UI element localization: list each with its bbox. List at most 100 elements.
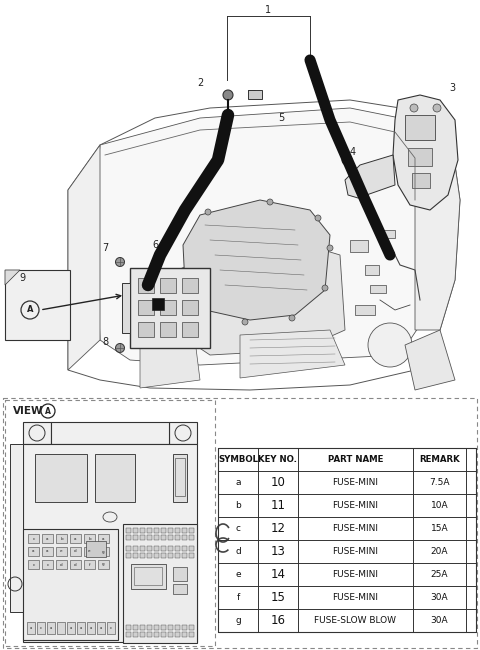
- Bar: [173, 567, 187, 581]
- Bar: [182, 300, 198, 315]
- Text: 8: 8: [102, 337, 108, 347]
- Polygon shape: [415, 148, 460, 330]
- Bar: [370, 285, 386, 293]
- Text: b: b: [60, 536, 63, 541]
- Bar: [77, 622, 85, 634]
- Text: 2: 2: [197, 78, 203, 88]
- Text: b: b: [235, 501, 241, 510]
- Bar: [28, 560, 39, 569]
- Text: d: d: [235, 547, 241, 556]
- Bar: [35, 454, 87, 502]
- Text: FUSE-MINI: FUSE-MINI: [333, 501, 379, 510]
- Text: a: a: [74, 536, 77, 541]
- Circle shape: [433, 104, 441, 112]
- Text: REMARK: REMARK: [419, 455, 460, 464]
- Polygon shape: [405, 330, 455, 390]
- Polygon shape: [68, 145, 100, 370]
- Text: 15: 15: [271, 591, 286, 604]
- Bar: [47, 622, 55, 634]
- Text: a: a: [102, 536, 105, 541]
- Bar: [412, 173, 430, 188]
- Text: g: g: [102, 562, 105, 567]
- Bar: [70, 534, 81, 543]
- Bar: [56, 534, 67, 543]
- Bar: [3, 398, 477, 648]
- Bar: [87, 622, 95, 634]
- Text: PART NAME: PART NAME: [328, 455, 383, 464]
- Bar: [27, 622, 35, 634]
- Text: a: a: [235, 478, 241, 487]
- Text: FUSE-MINI: FUSE-MINI: [333, 570, 379, 579]
- Bar: [84, 547, 95, 556]
- Bar: [160, 300, 176, 315]
- Bar: [70, 560, 81, 569]
- Bar: [37, 622, 45, 634]
- Bar: [140, 553, 145, 558]
- Bar: [182, 553, 187, 558]
- Text: e: e: [235, 570, 241, 579]
- Text: 6: 6: [152, 240, 158, 250]
- Polygon shape: [5, 270, 20, 285]
- Bar: [189, 528, 194, 533]
- Bar: [133, 632, 138, 637]
- Bar: [133, 553, 138, 558]
- Text: A: A: [45, 406, 51, 415]
- Text: b: b: [88, 536, 91, 541]
- Bar: [122, 283, 130, 333]
- Text: c: c: [236, 524, 240, 533]
- Text: A: A: [27, 306, 33, 315]
- Bar: [126, 546, 131, 551]
- Text: a: a: [32, 549, 35, 554]
- Bar: [189, 535, 194, 540]
- Bar: [107, 622, 115, 634]
- Bar: [173, 584, 187, 594]
- Polygon shape: [183, 200, 330, 320]
- Bar: [147, 528, 152, 533]
- Circle shape: [289, 315, 295, 321]
- Text: FUSE-MINI: FUSE-MINI: [333, 524, 379, 533]
- Text: 30A: 30A: [431, 616, 448, 625]
- Text: e: e: [88, 549, 91, 554]
- Bar: [175, 458, 185, 496]
- Bar: [98, 560, 109, 569]
- Circle shape: [205, 209, 211, 215]
- Text: a: a: [100, 626, 102, 630]
- Bar: [154, 528, 159, 533]
- Bar: [95, 454, 135, 502]
- Bar: [84, 534, 95, 543]
- Bar: [189, 546, 194, 551]
- Circle shape: [315, 215, 321, 221]
- Polygon shape: [393, 95, 458, 210]
- Bar: [168, 535, 173, 540]
- Text: a: a: [46, 536, 49, 541]
- Bar: [133, 625, 138, 630]
- Bar: [10, 444, 23, 612]
- Bar: [182, 535, 187, 540]
- Bar: [133, 546, 138, 551]
- Bar: [123, 524, 197, 643]
- Bar: [169, 422, 197, 444]
- Circle shape: [179, 275, 185, 281]
- Bar: [42, 560, 53, 569]
- Text: VIEW: VIEW: [13, 406, 44, 416]
- Bar: [154, 546, 159, 551]
- Bar: [175, 625, 180, 630]
- Text: 13: 13: [271, 545, 286, 558]
- Text: 15A: 15A: [431, 524, 448, 533]
- Bar: [97, 622, 105, 634]
- Bar: [175, 535, 180, 540]
- Text: SYMBOL: SYMBOL: [218, 455, 258, 464]
- Bar: [67, 622, 75, 634]
- Bar: [147, 632, 152, 637]
- Polygon shape: [178, 240, 345, 355]
- Text: 12: 12: [271, 522, 286, 535]
- Bar: [168, 553, 173, 558]
- Text: 9: 9: [19, 273, 25, 283]
- Bar: [168, 625, 173, 630]
- Bar: [126, 553, 131, 558]
- Bar: [98, 534, 109, 543]
- Text: c: c: [40, 626, 42, 630]
- Bar: [140, 546, 145, 551]
- Text: c: c: [32, 562, 35, 567]
- Polygon shape: [345, 155, 395, 198]
